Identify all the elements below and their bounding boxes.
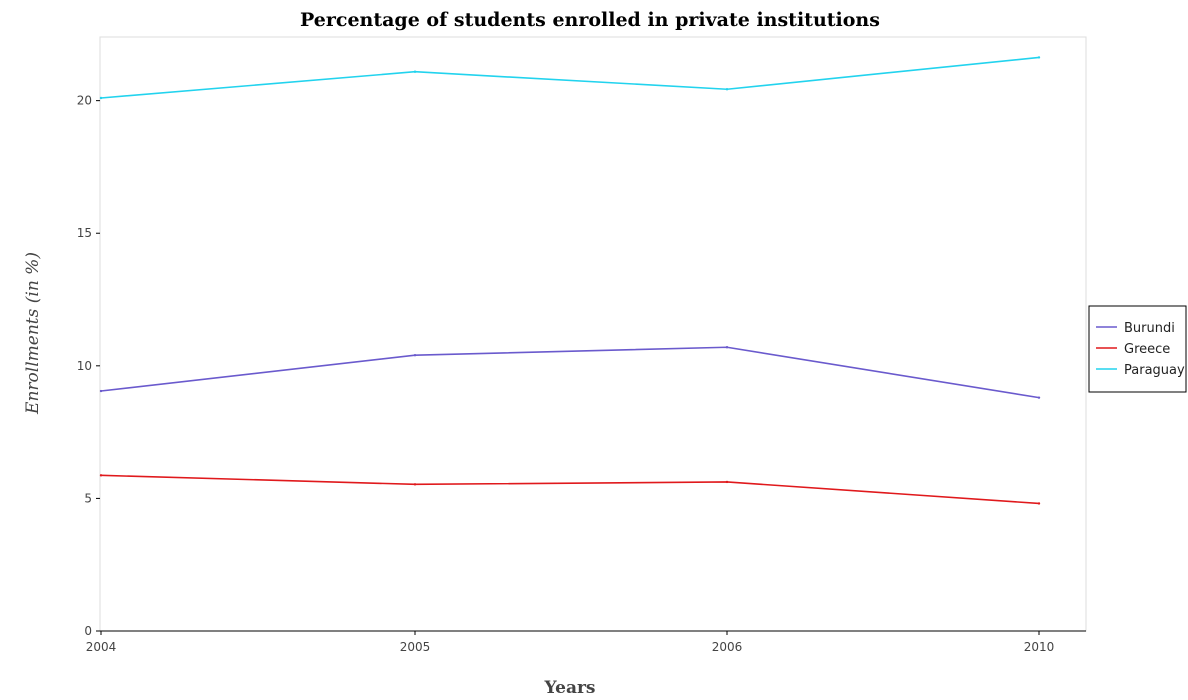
y-tick-label: 20 [77,94,92,108]
data-point-paraguay [413,70,417,73]
legend-label-greece: Greece [1124,342,1170,357]
chart-title: Percentage of students enrolled in priva… [300,9,880,31]
plot-area [99,36,1087,632]
data-point-greece [725,480,729,484]
data-point-paraguay [99,96,103,100]
x-tick-label: 2004 [86,640,117,654]
data-point-burundi [99,389,103,393]
y-axis-label: Enrollments (in %) [23,252,43,415]
data-point-burundi [413,354,417,357]
x-tick-label: 2010 [1024,640,1055,654]
data-point-paraguay [1037,56,1041,59]
legend-label-paraguay: Paraguay [1124,363,1185,378]
legend-box [1088,305,1187,393]
y-tick-label: 5 [84,491,92,505]
x-tick-label: 2006 [712,640,743,654]
y-tick-label: 0 [84,624,92,638]
y-tick-label: 15 [77,226,92,240]
data-point-burundi [1037,396,1041,399]
y-tick-label: 10 [77,359,92,373]
legend: Burundi Greece Paraguay [1088,305,1187,393]
series-line-burundi [100,346,1040,399]
data-point-greece [413,483,417,486]
data-point-burundi [725,346,729,349]
data-point-greece [1037,502,1041,505]
series-group [99,56,1041,505]
legend-label-burundi: Burundi [1124,321,1175,336]
x-axis-label: Years [543,678,595,698]
x-tick-label: 2005 [400,640,431,654]
series-line-paraguay [100,56,1040,99]
data-point-greece [99,474,103,477]
axis-ticks: 0 5 10 15 20 2004 2005 2006 2010 [77,94,1055,654]
data-point-paraguay [725,88,729,91]
series-line-greece [100,474,1040,505]
